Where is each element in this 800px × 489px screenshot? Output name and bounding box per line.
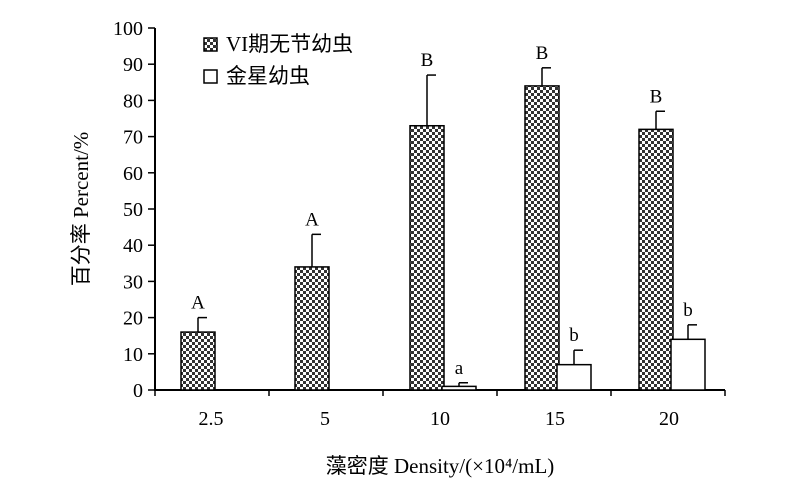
y-axis-title: 百分率 Percent/% (69, 132, 93, 287)
bar (294, 266, 330, 391)
legend-swatch (203, 69, 218, 84)
significance-label: b (683, 300, 693, 321)
bar (524, 85, 560, 391)
x-axis-title: 藻密度 Density/(×10⁴/mL) (326, 454, 555, 478)
significance-label: A (191, 293, 205, 314)
legend-swatch (203, 37, 218, 52)
y-tick-label: 0 (133, 380, 143, 402)
significance-label: b (569, 325, 579, 346)
x-tick-label: 15 (545, 408, 565, 430)
x-tick-label: 20 (659, 408, 679, 430)
bar (180, 331, 216, 391)
significance-label: A (305, 209, 319, 230)
bar (556, 363, 592, 391)
y-tick-label: 100 (113, 18, 143, 40)
bar (441, 385, 477, 391)
bar (638, 128, 674, 391)
y-tick-label: 20 (123, 308, 143, 330)
bar (670, 338, 706, 391)
y-tick-label: 50 (123, 199, 143, 221)
significance-label: B (421, 50, 434, 71)
legend-label: VI期无节幼虫 (226, 32, 353, 56)
significance-label: a (455, 358, 464, 379)
y-tick-label: 30 (123, 271, 143, 293)
significance-label: B (536, 43, 549, 64)
y-tick-label: 40 (123, 235, 143, 257)
plot-area: 0 10 20 30 40 50 60 70 80 90 100 2.5 5 10 15 20 A A B B Ba b b (113, 18, 726, 430)
y-tick-label: 10 (123, 344, 143, 366)
x-tick-label: 10 (430, 408, 450, 430)
y-tick-label: 90 (123, 54, 143, 76)
y-tick-label: 80 (123, 90, 143, 112)
y-tick-label: 70 (123, 127, 143, 149)
y-tick-label: 60 (123, 163, 143, 185)
bar (409, 124, 445, 391)
x-tick-label: 5 (320, 408, 330, 430)
x-tick-label: 2.5 (199, 408, 224, 430)
legend-label: 金星幼虫 (226, 64, 310, 88)
significance-label: B (650, 86, 663, 107)
